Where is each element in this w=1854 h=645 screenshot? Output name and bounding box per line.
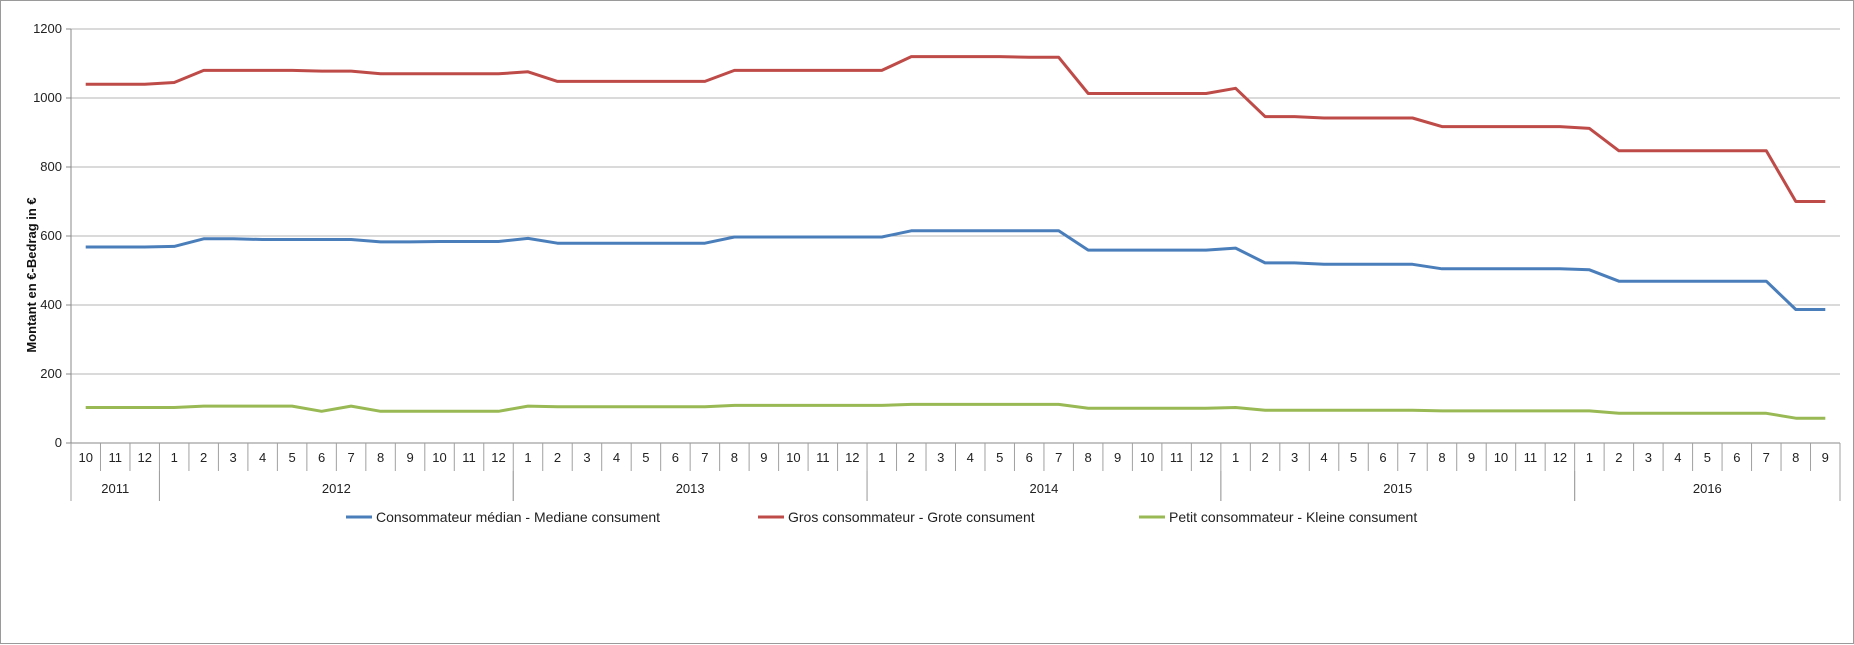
x-tick-label-month: 6 bbox=[1379, 450, 1386, 465]
series-line-3 bbox=[85, 402, 1826, 420]
x-tick-label-year: 2013 bbox=[676, 481, 705, 496]
x-tick-label-month: 11 bbox=[462, 450, 476, 465]
x-tick-label-month: 9 bbox=[1468, 450, 1475, 465]
x-tick-label-month: 8 bbox=[1085, 450, 1092, 465]
x-tick-label-month: 10 bbox=[79, 450, 93, 465]
x-tick-label-month: 4 bbox=[1320, 450, 1327, 465]
series-line-1 bbox=[85, 229, 1826, 311]
x-axis: 10 11 12 1 2 3 4 5 6 7 8 9 10 11 12 1 2 3 4 5 6 7 8 9 10 11 12 1 2 3 4… bbox=[70, 442, 1841, 501]
x-tick-label-month: 11 bbox=[1170, 450, 1184, 465]
y-axis-tick-labels: 0 200 400 600 800 1000 1200 bbox=[33, 21, 62, 450]
x-tick-label-month: 2 bbox=[554, 450, 561, 465]
x-tick-label-month: 3 bbox=[583, 450, 590, 465]
legend-label: Petit consommateur - Kleine consument bbox=[1169, 509, 1417, 525]
x-tick-label-month: 7 bbox=[701, 450, 708, 465]
x-tick-label-month: 5 bbox=[996, 450, 1003, 465]
x-tick-label-month: 6 bbox=[1026, 450, 1033, 465]
y-tick-label: 0 bbox=[55, 435, 62, 450]
series-line-2 bbox=[85, 55, 1826, 203]
x-tick-label-month: 11 bbox=[1524, 450, 1538, 465]
x-tick-label-month: 5 bbox=[642, 450, 649, 465]
x-tick-label-year: 2015 bbox=[1383, 481, 1412, 496]
x-tick-label-month: 7 bbox=[1055, 450, 1062, 465]
x-tick-label-month: 6 bbox=[1733, 450, 1740, 465]
x-tick-label-month: 2 bbox=[908, 450, 915, 465]
x-tick-label-month: 5 bbox=[1704, 450, 1711, 465]
x-tick-label-month: 6 bbox=[672, 450, 679, 465]
y-tick-label: 200 bbox=[40, 366, 62, 381]
x-tick-label-month: 2 bbox=[1615, 450, 1622, 465]
y-tick-label: 1200 bbox=[33, 21, 62, 36]
x-tick-label-month: 7 bbox=[347, 450, 354, 465]
x-tick-label-month: 12 bbox=[1553, 450, 1567, 465]
x-tick-label-year: 2016 bbox=[1693, 481, 1722, 496]
x-tick-label-year: 2014 bbox=[1029, 481, 1058, 496]
series-lines bbox=[85, 55, 1826, 420]
x-tick-label-month: 10 bbox=[1140, 450, 1154, 465]
x-tick-label-month: 7 bbox=[1763, 450, 1770, 465]
x-tick-label-month: 4 bbox=[613, 450, 620, 465]
x-tick-label-month: 4 bbox=[1674, 450, 1681, 465]
x-tick-label-month: 12 bbox=[491, 450, 505, 465]
legend: Consommateur médian - Mediane consument G… bbox=[346, 509, 1417, 525]
x-tick-label-month: 9 bbox=[760, 450, 767, 465]
x-tick-label-month: 11 bbox=[108, 450, 122, 465]
x-tick-label-month: 1 bbox=[1586, 450, 1593, 465]
y-tick-label: 600 bbox=[40, 228, 62, 243]
y-axis-label: Montant en €-Bedrag in € bbox=[24, 197, 39, 352]
x-tick-label-month: 1 bbox=[171, 450, 178, 465]
x-tick-label-month: 1 bbox=[878, 450, 885, 465]
x-tick-label-month: 12 bbox=[845, 450, 859, 465]
x-tick-label-month: 3 bbox=[1291, 450, 1298, 465]
x-tick-label-month: 10 bbox=[786, 450, 800, 465]
x-tick-label-month: 3 bbox=[1645, 450, 1652, 465]
x-tick-label-month: 7 bbox=[1409, 450, 1416, 465]
x-tick-label-month: 9 bbox=[1114, 450, 1121, 465]
y-tick-label: 1000 bbox=[33, 90, 62, 105]
x-tick-label-month: 5 bbox=[289, 450, 296, 465]
x-tick-label-month: 1 bbox=[1232, 450, 1239, 465]
x-tick-label-year: 2012 bbox=[322, 481, 351, 496]
x-tick-label-month: 9 bbox=[1822, 450, 1829, 465]
x-tick-label-month: 8 bbox=[377, 450, 384, 465]
x-tick-label-month: 10 bbox=[1494, 450, 1508, 465]
x-tick-label-month: 9 bbox=[406, 450, 413, 465]
x-tick-label-month: 2 bbox=[1261, 450, 1268, 465]
y-tick-label: 800 bbox=[40, 159, 62, 174]
y-tick-label: 400 bbox=[40, 297, 62, 312]
x-tick-label-month: 2 bbox=[200, 450, 207, 465]
x-tick-label-month: 4 bbox=[259, 450, 266, 465]
x-tick-label-month: 8 bbox=[1792, 450, 1799, 465]
x-tick-label-month: 12 bbox=[1199, 450, 1213, 465]
x-tick-label-month: 3 bbox=[230, 450, 237, 465]
x-tick-label-month: 5 bbox=[1350, 450, 1357, 465]
x-tick-label-month: 6 bbox=[318, 450, 325, 465]
x-tick-label-month: 3 bbox=[937, 450, 944, 465]
gridlines bbox=[66, 28, 1840, 444]
legend-label: Consommateur médian - Mediane consument bbox=[376, 509, 660, 525]
legend-label: Gros consommateur - Grote consument bbox=[788, 509, 1035, 525]
x-tick-label-month: 1 bbox=[524, 450, 531, 465]
x-tick-label-month: 8 bbox=[1438, 450, 1445, 465]
x-tick-label-month: 8 bbox=[731, 450, 738, 465]
x-tick-label-month: 11 bbox=[816, 450, 830, 465]
x-tick-label-month: 10 bbox=[432, 450, 446, 465]
x-tick-label-month: 4 bbox=[967, 450, 974, 465]
x-tick-label-month: 12 bbox=[137, 450, 151, 465]
x-tick-label-year: 2011 bbox=[101, 481, 129, 496]
